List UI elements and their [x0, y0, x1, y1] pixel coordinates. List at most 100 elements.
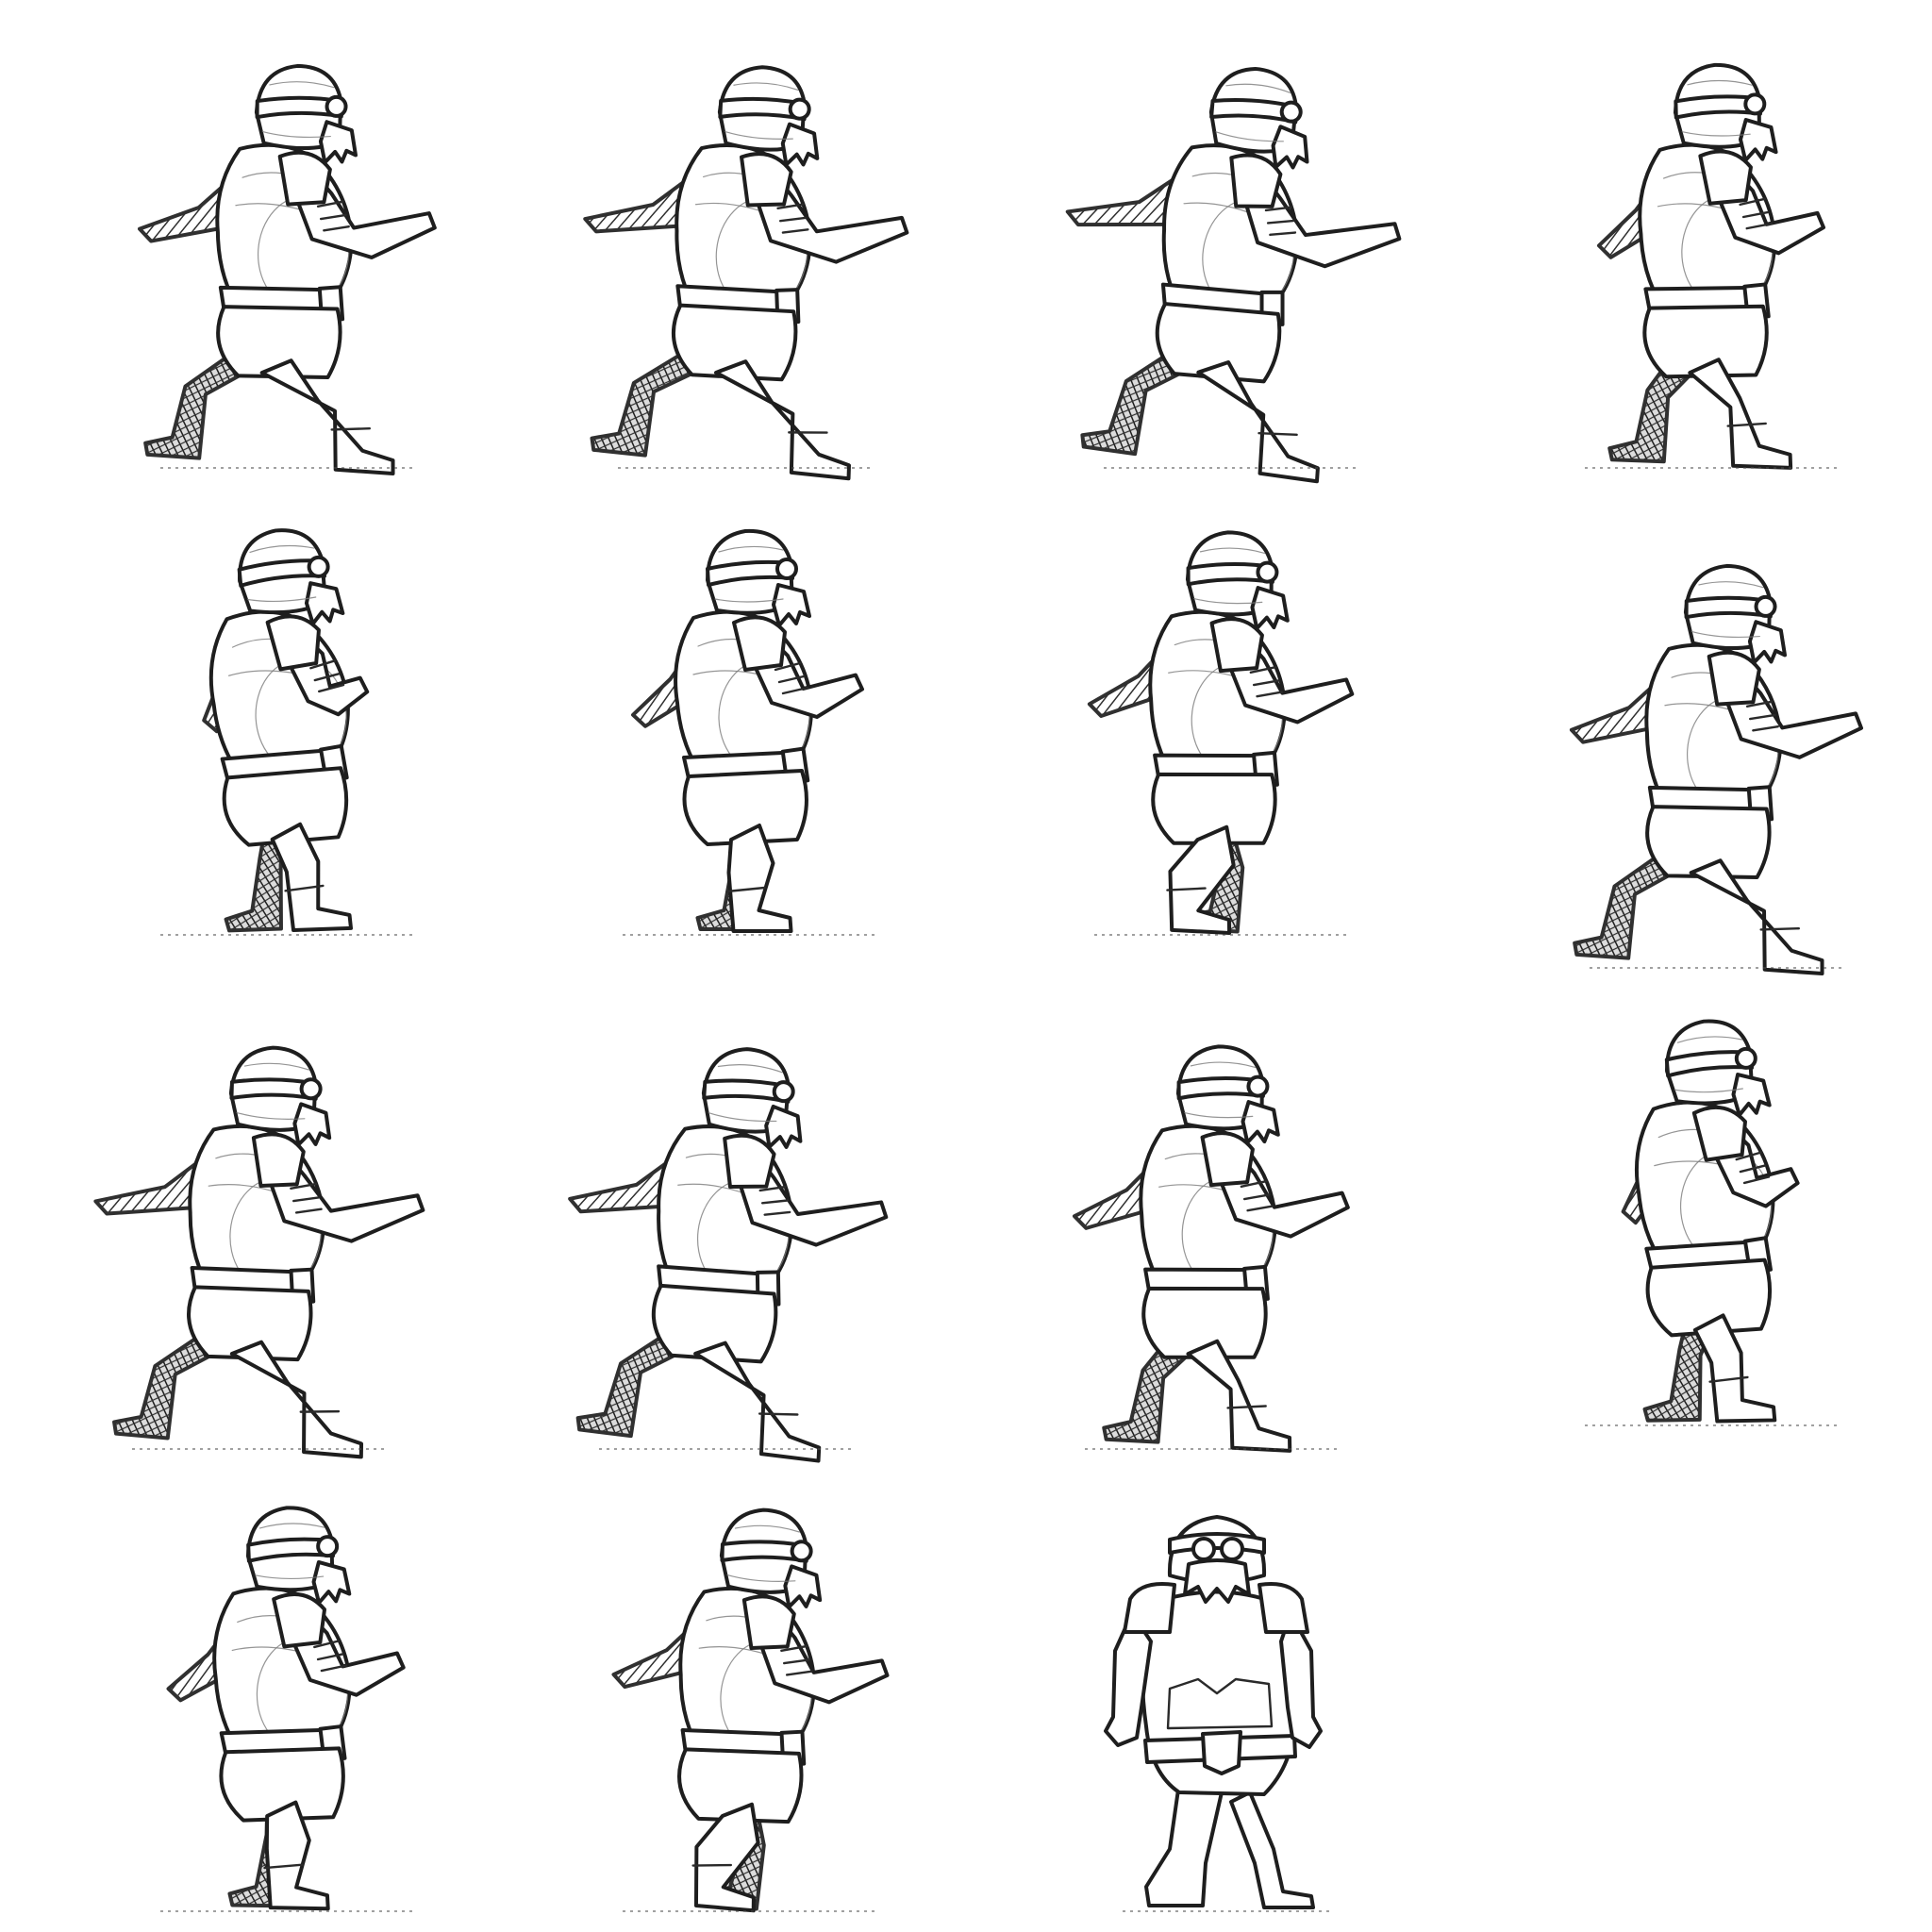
character-figure — [1621, 1019, 1800, 1424]
shoulder-pad — [723, 1133, 776, 1189]
character-figure — [1596, 62, 1826, 470]
helmet-sketch — [708, 1063, 783, 1123]
goggle-lens — [316, 1535, 340, 1558]
front-leg — [264, 1800, 330, 1911]
boot-cuff — [1759, 927, 1801, 931]
shoulder-pad — [265, 614, 321, 672]
animation-frame — [1038, 514, 1415, 948]
beard — [1241, 1100, 1280, 1145]
front-leg — [270, 822, 353, 933]
front-arm — [1214, 1141, 1350, 1239]
bracer-lines — [316, 200, 350, 232]
shoulder-pad — [1691, 1105, 1747, 1162]
bracer-lines — [776, 203, 809, 234]
goggle-lens — [772, 1080, 795, 1104]
animation-frame — [542, 1028, 920, 1463]
helmet-sketch — [255, 1523, 325, 1580]
boot-cuff — [284, 884, 325, 892]
animation-frame — [561, 47, 939, 481]
frame-drawing — [1585, 62, 1840, 470]
bracer-lines — [1735, 1151, 1771, 1185]
character-figure — [568, 1047, 889, 1463]
boot-cuff — [263, 1863, 304, 1870]
character-figure — [1569, 563, 1864, 976]
shoulder-pad — [1707, 650, 1761, 707]
shoulder-pad — [1209, 617, 1264, 674]
front-leg — [1168, 824, 1236, 936]
boot-cuff — [1226, 1405, 1267, 1409]
beard — [1731, 1073, 1772, 1118]
goggle-lens — [1256, 560, 1279, 584]
beard — [311, 1559, 352, 1605]
right-shoulder-pad — [1257, 1582, 1309, 1634]
helmet-sketch — [247, 544, 317, 603]
beard — [292, 1102, 332, 1147]
character-figure — [202, 528, 370, 933]
animation-frame — [1047, 47, 1424, 484]
goggle-lens — [1734, 1046, 1757, 1070]
boot-cuff — [1726, 422, 1767, 427]
boot-cuff — [788, 431, 828, 434]
front-leg — [1186, 1339, 1292, 1453]
bracer-lines — [309, 659, 345, 693]
goggle-lens — [307, 555, 330, 578]
front-leg — [693, 1802, 760, 1913]
front-leg — [713, 359, 851, 481]
animation-frame — [1533, 547, 1910, 981]
animation-frame — [566, 1491, 943, 1924]
bracer-lines — [774, 661, 809, 695]
front-leg — [1196, 359, 1320, 484]
helmet-sketch — [1215, 83, 1291, 142]
frame-drawing — [623, 528, 877, 936]
beard — [318, 120, 358, 165]
shoulder-pad — [741, 1594, 796, 1651]
beard — [764, 1104, 803, 1149]
front-arm — [734, 1144, 889, 1247]
frame-drawing — [1569, 563, 1864, 976]
front-leg — [259, 358, 395, 476]
frame-drawing — [160, 1506, 415, 1912]
beard — [1747, 620, 1787, 665]
front-arm — [291, 160, 437, 259]
character-figure-front — [1104, 1515, 1323, 1909]
helmet-sketch — [261, 81, 335, 139]
bracer-lines — [1739, 197, 1774, 230]
animation-frame — [104, 514, 481, 948]
shoulder-pad — [277, 150, 332, 207]
bracer-lines — [780, 1644, 813, 1676]
goggle-lens — [790, 1540, 813, 1563]
helmet-sketch — [724, 82, 799, 140]
helmet-sketch — [1690, 581, 1764, 639]
frame-drawing — [1065, 66, 1402, 484]
beard — [1183, 1558, 1251, 1604]
boot-cuff — [1257, 432, 1298, 437]
frame-drawing — [568, 1047, 889, 1463]
boot-cuff — [725, 886, 766, 893]
shoulder-pad — [1200, 1131, 1255, 1188]
frame-drawing — [1585, 1019, 1840, 1426]
goggle-lens — [788, 97, 811, 121]
frame-drawing — [583, 65, 909, 481]
animation-frame — [1047, 1491, 1424, 1924]
bracer-lines — [1240, 1179, 1274, 1212]
boot-cuff — [330, 427, 372, 431]
front-arm — [264, 1142, 425, 1243]
boot-cuff — [1166, 887, 1207, 891]
beard — [1271, 125, 1309, 170]
helmet-sketch — [1681, 79, 1753, 137]
front-arm — [1241, 164, 1402, 269]
animation-frame — [1528, 47, 1906, 481]
character-figure — [1087, 530, 1355, 936]
beard — [304, 581, 345, 626]
beard — [1250, 586, 1290, 631]
animation-frame — [75, 1028, 453, 1462]
character-figure — [1065, 66, 1402, 484]
goggle-lens-right — [1220, 1537, 1244, 1561]
goggle-lens — [1754, 594, 1777, 618]
shoulder-pad — [272, 1591, 326, 1649]
boot-cuff — [299, 1409, 341, 1413]
frame-drawing — [1072, 1044, 1350, 1453]
shoulder-pad — [732, 615, 787, 672]
goggle-lens — [325, 94, 348, 118]
bracer-lines — [758, 1185, 791, 1216]
